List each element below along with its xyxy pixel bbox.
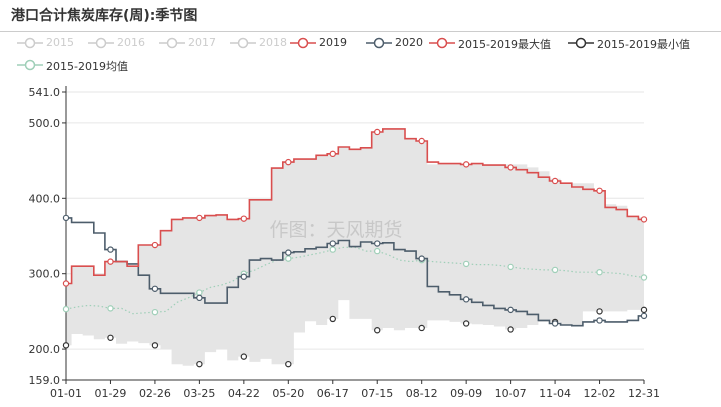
series-avg-point — [196, 289, 203, 296]
legend-label: 2015-2019均值 — [46, 60, 128, 73]
series-min-point — [196, 360, 203, 368]
series-min-point — [462, 320, 470, 327]
legend-symbol-icon — [159, 37, 185, 49]
series-2020-point — [107, 246, 114, 253]
series-avg-point — [462, 260, 470, 268]
legend-label: 2017 — [188, 36, 216, 49]
legend-symbol-icon — [88, 37, 114, 49]
x-tick-label: 03-25 — [183, 387, 215, 400]
legend-symbol-icon — [366, 37, 392, 49]
series-min-point — [507, 326, 514, 333]
series-2019-point — [374, 128, 381, 136]
x-tick-label: 12-02 — [584, 387, 616, 400]
x-tick-label: 04-22 — [228, 387, 260, 400]
series-2019-point — [107, 258, 114, 265]
x-tick-label: 02-26 — [139, 387, 171, 400]
series-2020-point — [151, 285, 159, 292]
legend-symbol-icon — [230, 37, 256, 49]
series-min-point — [640, 306, 648, 314]
legend-symbol-icon — [290, 37, 316, 49]
x-tick-label: 08-12 — [406, 387, 438, 400]
series-min-point — [418, 324, 425, 332]
legend-label: 2018 — [259, 36, 287, 49]
watermark-text: 作图：天风期货 — [269, 219, 402, 241]
legend-label: 2015-2019最大值 — [458, 38, 551, 51]
series-min-point — [62, 342, 70, 349]
series-2020-point — [462, 296, 470, 303]
series-2020-point — [62, 214, 70, 222]
series-2019-line — [66, 128, 644, 285]
title-divider — [0, 31, 721, 32]
series-2019-point — [596, 187, 603, 194]
series-min-point — [240, 353, 248, 360]
series-2020-point — [507, 306, 514, 314]
series-min-point — [151, 342, 159, 349]
series-2020-point — [418, 255, 425, 262]
series-2019-point — [151, 241, 159, 249]
series-2020-line — [66, 217, 644, 327]
x-tick-label: 10-07 — [495, 387, 527, 400]
series-2020-point — [374, 240, 381, 247]
legend-symbol-icon — [17, 59, 43, 71]
series-2020-point — [196, 294, 203, 302]
series-avg-point — [374, 247, 381, 255]
legend-label: 2015-2019最小值 — [597, 38, 690, 51]
series-2019-point — [640, 216, 648, 223]
legend-symbol-icon — [429, 37, 455, 49]
y-tick-label: 500.0 — [29, 117, 61, 130]
series-2019-point — [418, 137, 425, 145]
series-avg-point — [596, 268, 603, 276]
x-tick-label: 09-09 — [450, 387, 482, 400]
x-tick-label: 06-17 — [317, 387, 349, 400]
y-tick-label: 400.0 — [29, 192, 61, 205]
series-2019-point — [285, 158, 292, 166]
x-tick-label: 05-20 — [272, 387, 304, 400]
legend-label: 2020 — [395, 36, 423, 49]
legend-symbol-icon — [568, 37, 594, 49]
series-2020-point — [596, 317, 603, 324]
series-avg-point — [640, 274, 648, 281]
x-tick-label: 07-15 — [361, 387, 393, 400]
series-2019-point — [551, 177, 559, 185]
series-2019-point — [507, 164, 514, 171]
series-avg-point — [551, 266, 559, 274]
x-tick-label: 01-01 — [50, 387, 82, 400]
series-min-point — [374, 327, 381, 334]
series-2019-point — [240, 215, 248, 222]
y-tick-label: 300.0 — [29, 268, 61, 281]
series-2019-point — [462, 161, 470, 168]
series-min-point — [596, 308, 603, 315]
series-avg-point — [329, 246, 336, 253]
series-2019-point — [196, 214, 203, 222]
series-2020-point — [285, 249, 292, 256]
x-tick-label: 12-31 — [628, 387, 660, 400]
legend: 2015 2016 2017 2018 2019 2020 2015-2019最大值 2015… — [0, 0, 721, 80]
series-2020-point — [640, 312, 648, 320]
legend-label: 2019 — [319, 36, 347, 49]
legend-symbol-icon — [17, 37, 43, 49]
y-tick-label: 200.0 — [29, 343, 61, 356]
series-2020-point — [240, 273, 248, 280]
x-tick-label: 11-04 — [539, 387, 571, 400]
series-2020-point — [329, 240, 336, 247]
series-avg-point — [62, 305, 70, 313]
y-tick-label: 541.0 — [29, 86, 61, 99]
x-tick-label: 01-29 — [94, 387, 126, 400]
chart-title: 港口合计焦炭库存(周):季节图 — [11, 8, 198, 24]
series-avg-point — [107, 305, 114, 312]
series-avg-point — [285, 255, 292, 262]
series-2020-point — [551, 320, 559, 327]
series-min-point — [107, 334, 114, 341]
legend-label: 2016 — [117, 36, 145, 49]
series-2019-point — [62, 280, 70, 287]
y-tick-label: 159.0 — [29, 374, 61, 387]
series-2019-point — [329, 150, 336, 158]
series-avg-point — [151, 308, 159, 316]
series-min-point — [285, 360, 292, 368]
series-min-point — [329, 315, 336, 323]
legend-label: 2015 — [46, 36, 74, 49]
series-avg-point — [507, 263, 514, 271]
